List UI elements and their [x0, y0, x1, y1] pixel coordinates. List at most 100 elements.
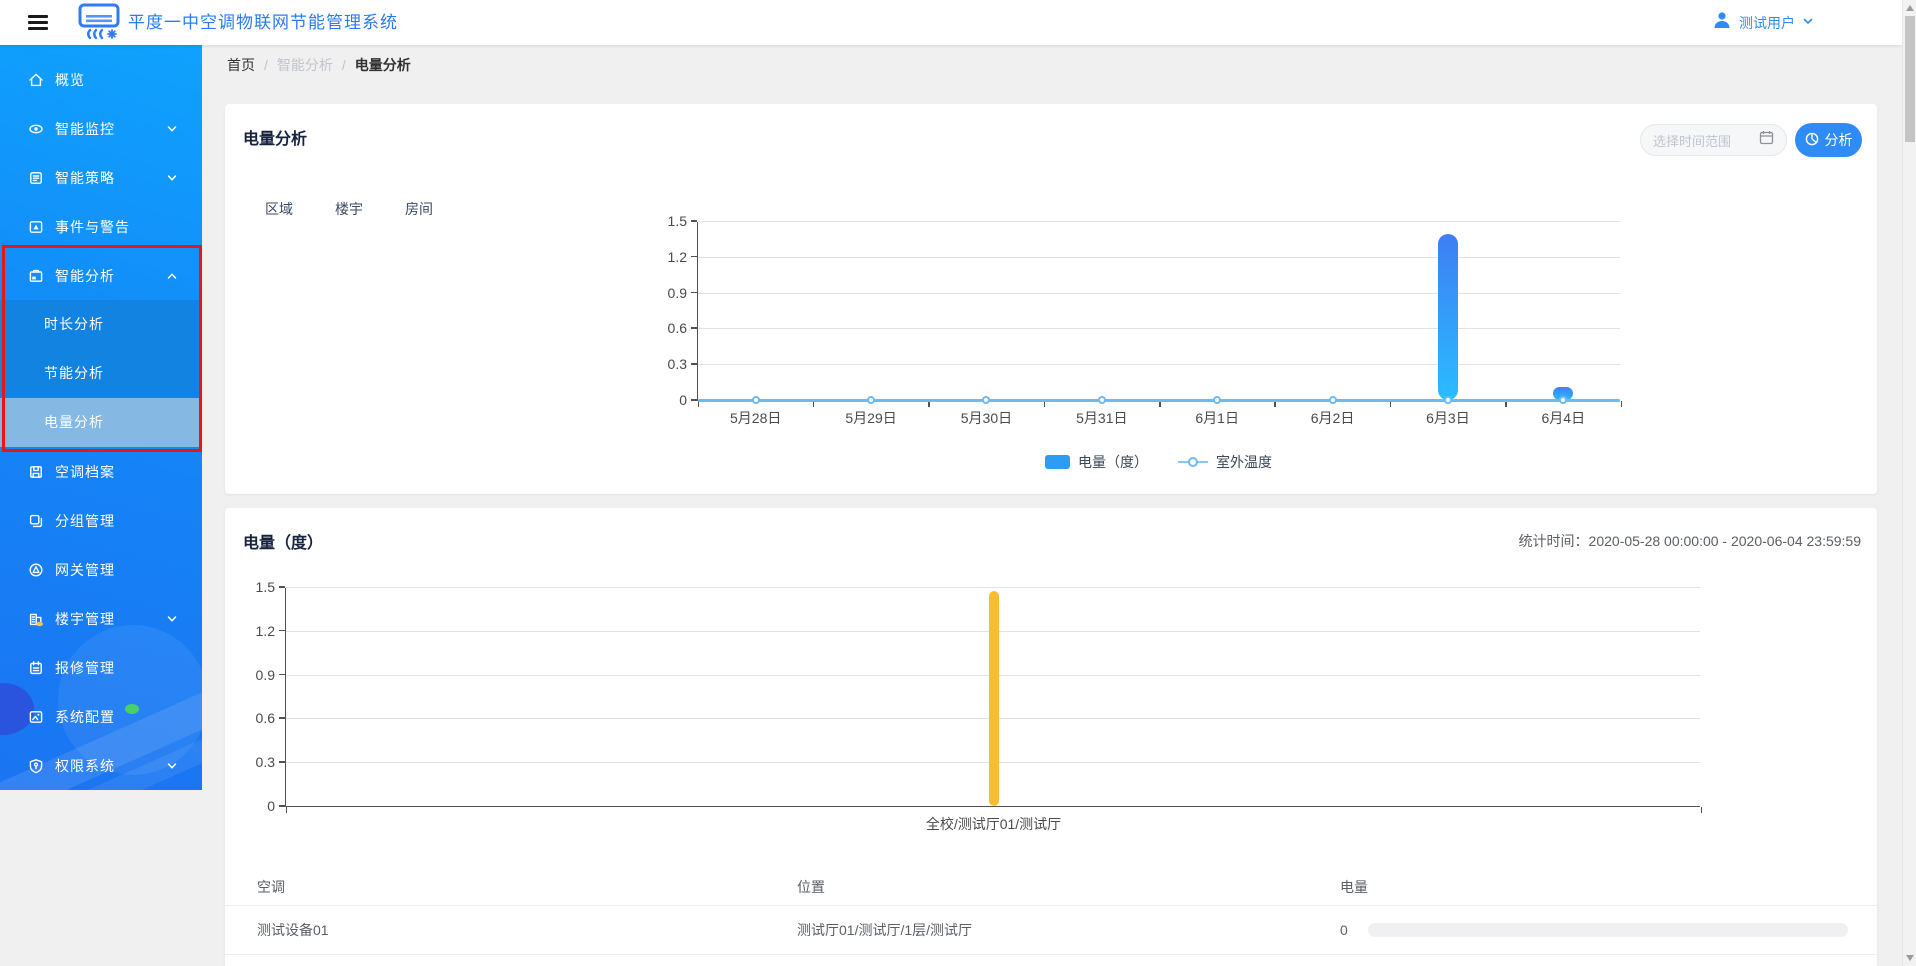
sidebar-item-archive[interactable]: 空调档案: [0, 447, 202, 496]
axis-tick: [285, 807, 287, 813]
x-axis-label: 6月2日: [1310, 410, 1355, 426]
menu-toggle-button[interactable]: [28, 15, 48, 30]
y-axis-label: 0.6: [255, 710, 275, 727]
sidebar-item-overview[interactable]: 概览: [0, 55, 202, 104]
group-icon: [28, 513, 44, 529]
scroll-up-arrow[interactable]: [1906, 5, 1914, 11]
location-cell: 测试厅01/测试厅/1层/测试厅: [797, 922, 973, 938]
axis-tick: [691, 399, 697, 401]
power-analysis-card: 电量分析 选择时间范围 分析 区域 楼宇 房间 0 0.3 0.6 0.9 1.2 1.5 5月…: [225, 104, 1877, 494]
sidebar-subitem-power[interactable]: 电量分析: [0, 398, 202, 447]
y-axis-label: 0.9: [255, 666, 275, 683]
stat-time-value: 2020-05-28 00:00:00 - 2020-06-04 23:59:5…: [1588, 533, 1861, 549]
x-axis-label: 5月29日: [845, 410, 897, 426]
device-name-cell: 测试设备01: [257, 922, 329, 938]
bar-swatch-icon: [1045, 455, 1070, 469]
scroll-down-arrow[interactable]: [1906, 955, 1914, 961]
breadcrumb-item[interactable]: 智能分析: [276, 57, 333, 73]
legend-item-temperature[interactable]: 室外温度: [1178, 452, 1272, 472]
card-title: 电量分析: [243, 131, 308, 148]
power-cell: 0: [1340, 922, 1877, 938]
sidebar-item-label: 网关管理: [55, 561, 115, 578]
submenu-analysis: 时长分析节能分析电量分析: [0, 300, 202, 447]
gridline: [698, 328, 1620, 330]
line-swatch-icon: [1178, 457, 1208, 467]
chart1-plot[interactable]: 0 0.3 0.6 0.9 1.2 1.5 5月28日 5月29日 5月30日 5月31日 6月1日…: [668, 213, 1622, 426]
config-icon: [28, 709, 44, 725]
axis-tick: [1700, 807, 1702, 813]
sidebar-subitem-saving[interactable]: 节能分析: [44, 365, 104, 381]
axis-tick: [279, 761, 285, 763]
gridline: [698, 292, 1620, 294]
sidebar-item-events[interactable]: 事件与警告: [0, 202, 202, 251]
sidebar-item-label: 概览: [55, 71, 85, 88]
archive-icon: [28, 464, 44, 480]
tab-1[interactable]: 区域: [265, 201, 293, 217]
column-header: 位置: [797, 879, 825, 895]
power-table: 空调 位置 电量 测试设备01 测试厅01/测试厅/1层/测试厅 0: [225, 869, 1877, 955]
breadcrumb-item[interactable]: 首页: [227, 57, 255, 73]
y-axis-label: 1.2: [667, 248, 687, 265]
user-menu[interactable]: 测试用户: [1712, 0, 1814, 45]
repair-icon: [28, 660, 44, 676]
sidebar-item-label: 权限系统: [55, 757, 115, 774]
breadcrumb: 首页 / 智能分析 / 电量分析: [227, 45, 411, 85]
sidebar-item-repair[interactable]: 报修管理: [0, 643, 202, 692]
sidebar-item-label: 智能策略: [55, 169, 115, 186]
sidebar-item-label: 智能分析: [55, 267, 115, 284]
chevron-down-icon: [166, 613, 178, 625]
legend-label: 电量（度）: [1078, 454, 1148, 470]
chart2-plot[interactable]: 0 0.3 0.6 0.9 1.2 1.5 全校/测试厅01/测试厅: [256, 579, 1702, 832]
legend-item-power[interactable]: 电量（度）: [1045, 452, 1148, 472]
sidebar-item-label: 分组管理: [55, 512, 115, 529]
ac-unit-logo-icon: [76, 2, 122, 44]
axis-tick: [279, 586, 285, 588]
sidebar-item-label: 楼宇管理: [55, 610, 115, 627]
scrollbar-thumb[interactable]: [1905, 16, 1915, 142]
column-header: 空调: [257, 879, 285, 895]
strategy-icon: [28, 170, 44, 186]
axis-tick: [812, 401, 815, 407]
sidebar-nav: 概览智能监控智能策略事件与警告智能分析时长分析节能分析电量分析空调档案分组管理网…: [0, 45, 202, 790]
chevron-down-icon: [166, 172, 178, 184]
y-axis-label: 1.5: [667, 213, 687, 229]
analyze-button[interactable]: 分析: [1795, 123, 1862, 157]
legend-label: 室外温度: [1216, 454, 1272, 470]
vertical-scrollbar: [1902, 0, 1916, 966]
axis-tick: [1620, 401, 1622, 407]
tab-3[interactable]: 房间: [405, 201, 433, 217]
y-axis-label: 0: [267, 798, 275, 814]
axis-tick: [1043, 401, 1046, 407]
sidebar-item-groups[interactable]: 分组管理: [0, 496, 202, 545]
y-axis-label: 0.3: [255, 754, 275, 771]
scope-tabs: 区域 楼宇 房间: [265, 199, 433, 219]
sidebar-item-label: 智能监控: [55, 120, 115, 137]
temperature-line: [698, 398, 1620, 402]
date-range-input[interactable]: 选择时间范围: [1640, 124, 1787, 156]
axis-tick: [279, 717, 285, 719]
sidebar-item-system[interactable]: 系统配置: [0, 692, 202, 741]
chevron-up-icon: [166, 270, 178, 282]
sidebar-item-strategy[interactable]: 智能策略: [0, 153, 202, 202]
sidebar-item-gateway[interactable]: 网关管理: [0, 545, 202, 594]
calendar-icon: [1759, 130, 1774, 150]
x-axis-label: 全校/测试厅01/测试厅: [925, 816, 1062, 832]
y-axis-label: 1.5: [255, 579, 275, 595]
y-axis-label: 0.6: [667, 320, 687, 337]
y-axis-label: 1.2: [255, 622, 275, 639]
sidebar-item-permission[interactable]: 权限系统: [0, 741, 202, 790]
power-bar: [1553, 387, 1574, 400]
chevron-down-icon: [166, 123, 178, 135]
sidebar-item-monitor[interactable]: 智能监控: [0, 104, 202, 153]
sidebar-subitem-duration[interactable]: 时长分析: [44, 316, 104, 332]
user-icon: [1712, 10, 1732, 35]
sidebar-item-label: 空调档案: [55, 463, 115, 480]
gateway-icon: [28, 562, 44, 578]
temperature-marker: [1213, 396, 1222, 404]
sidebar-item-building[interactable]: 楼宇管理: [0, 594, 202, 643]
sidebar-item-label: 系统配置: [55, 708, 115, 725]
tab-2[interactable]: 楼宇: [335, 201, 363, 217]
y-axis-label: 0.9: [667, 284, 687, 301]
sidebar-item-analysis[interactable]: 智能分析: [0, 251, 202, 300]
pie-chart-icon: [1805, 132, 1819, 149]
